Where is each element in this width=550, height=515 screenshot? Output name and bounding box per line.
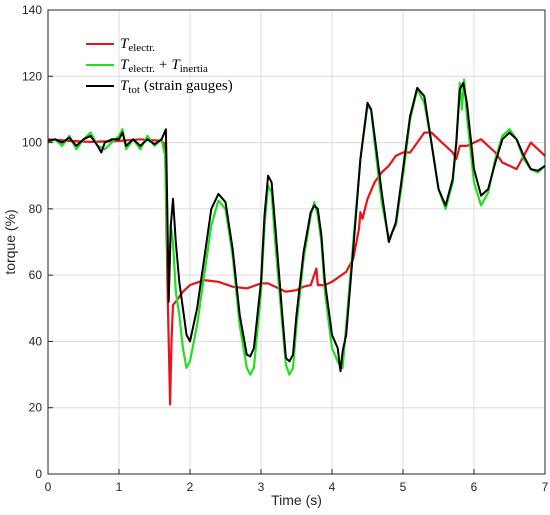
legend-entry-2: Ttot (strain gauges) bbox=[120, 78, 233, 96]
grid bbox=[47, 9, 546, 475]
x-tick-label: 5 bbox=[400, 480, 407, 494]
plot-frame bbox=[47, 9, 546, 475]
y-tick-label: 120 bbox=[22, 69, 42, 83]
legend: Telectr. Telectr. + Tinertia Ttot (strain gau… bbox=[86, 36, 233, 96]
legend-entry-1: Telectr. + Tinertia bbox=[120, 57, 208, 75]
x-tick-label: 1 bbox=[116, 480, 123, 494]
x-tick-label: 7 bbox=[542, 480, 549, 494]
x-tick-label: 2 bbox=[187, 480, 194, 494]
x-tick-label: 4 bbox=[329, 480, 336, 494]
y-tick-label: 20 bbox=[29, 401, 43, 415]
y-tick-label: 40 bbox=[29, 334, 43, 348]
x-tick-label: 0 bbox=[45, 480, 52, 494]
ticks: 0 1 2 3 4 5 6 7 0 20 40 60 80 100 120 140 bbox=[22, 3, 549, 494]
y-tick-label: 0 bbox=[35, 467, 42, 481]
x-axis-label: Time (s) bbox=[271, 492, 322, 508]
y-tick-label: 60 bbox=[29, 268, 43, 282]
x-tick-label: 6 bbox=[471, 480, 478, 494]
series-line-2 bbox=[47, 81, 546, 373]
x-tick-label: 3 bbox=[258, 480, 265, 494]
legend-entry-0: Telectr. bbox=[120, 36, 155, 54]
series-line-0 bbox=[47, 131, 546, 406]
series-layer bbox=[47, 78, 546, 406]
y-tick-label: 100 bbox=[22, 136, 42, 150]
y-tick-label: 140 bbox=[22, 3, 42, 17]
y-axis-label: torque (%) bbox=[2, 209, 18, 274]
y-tick-label: 80 bbox=[29, 202, 43, 216]
